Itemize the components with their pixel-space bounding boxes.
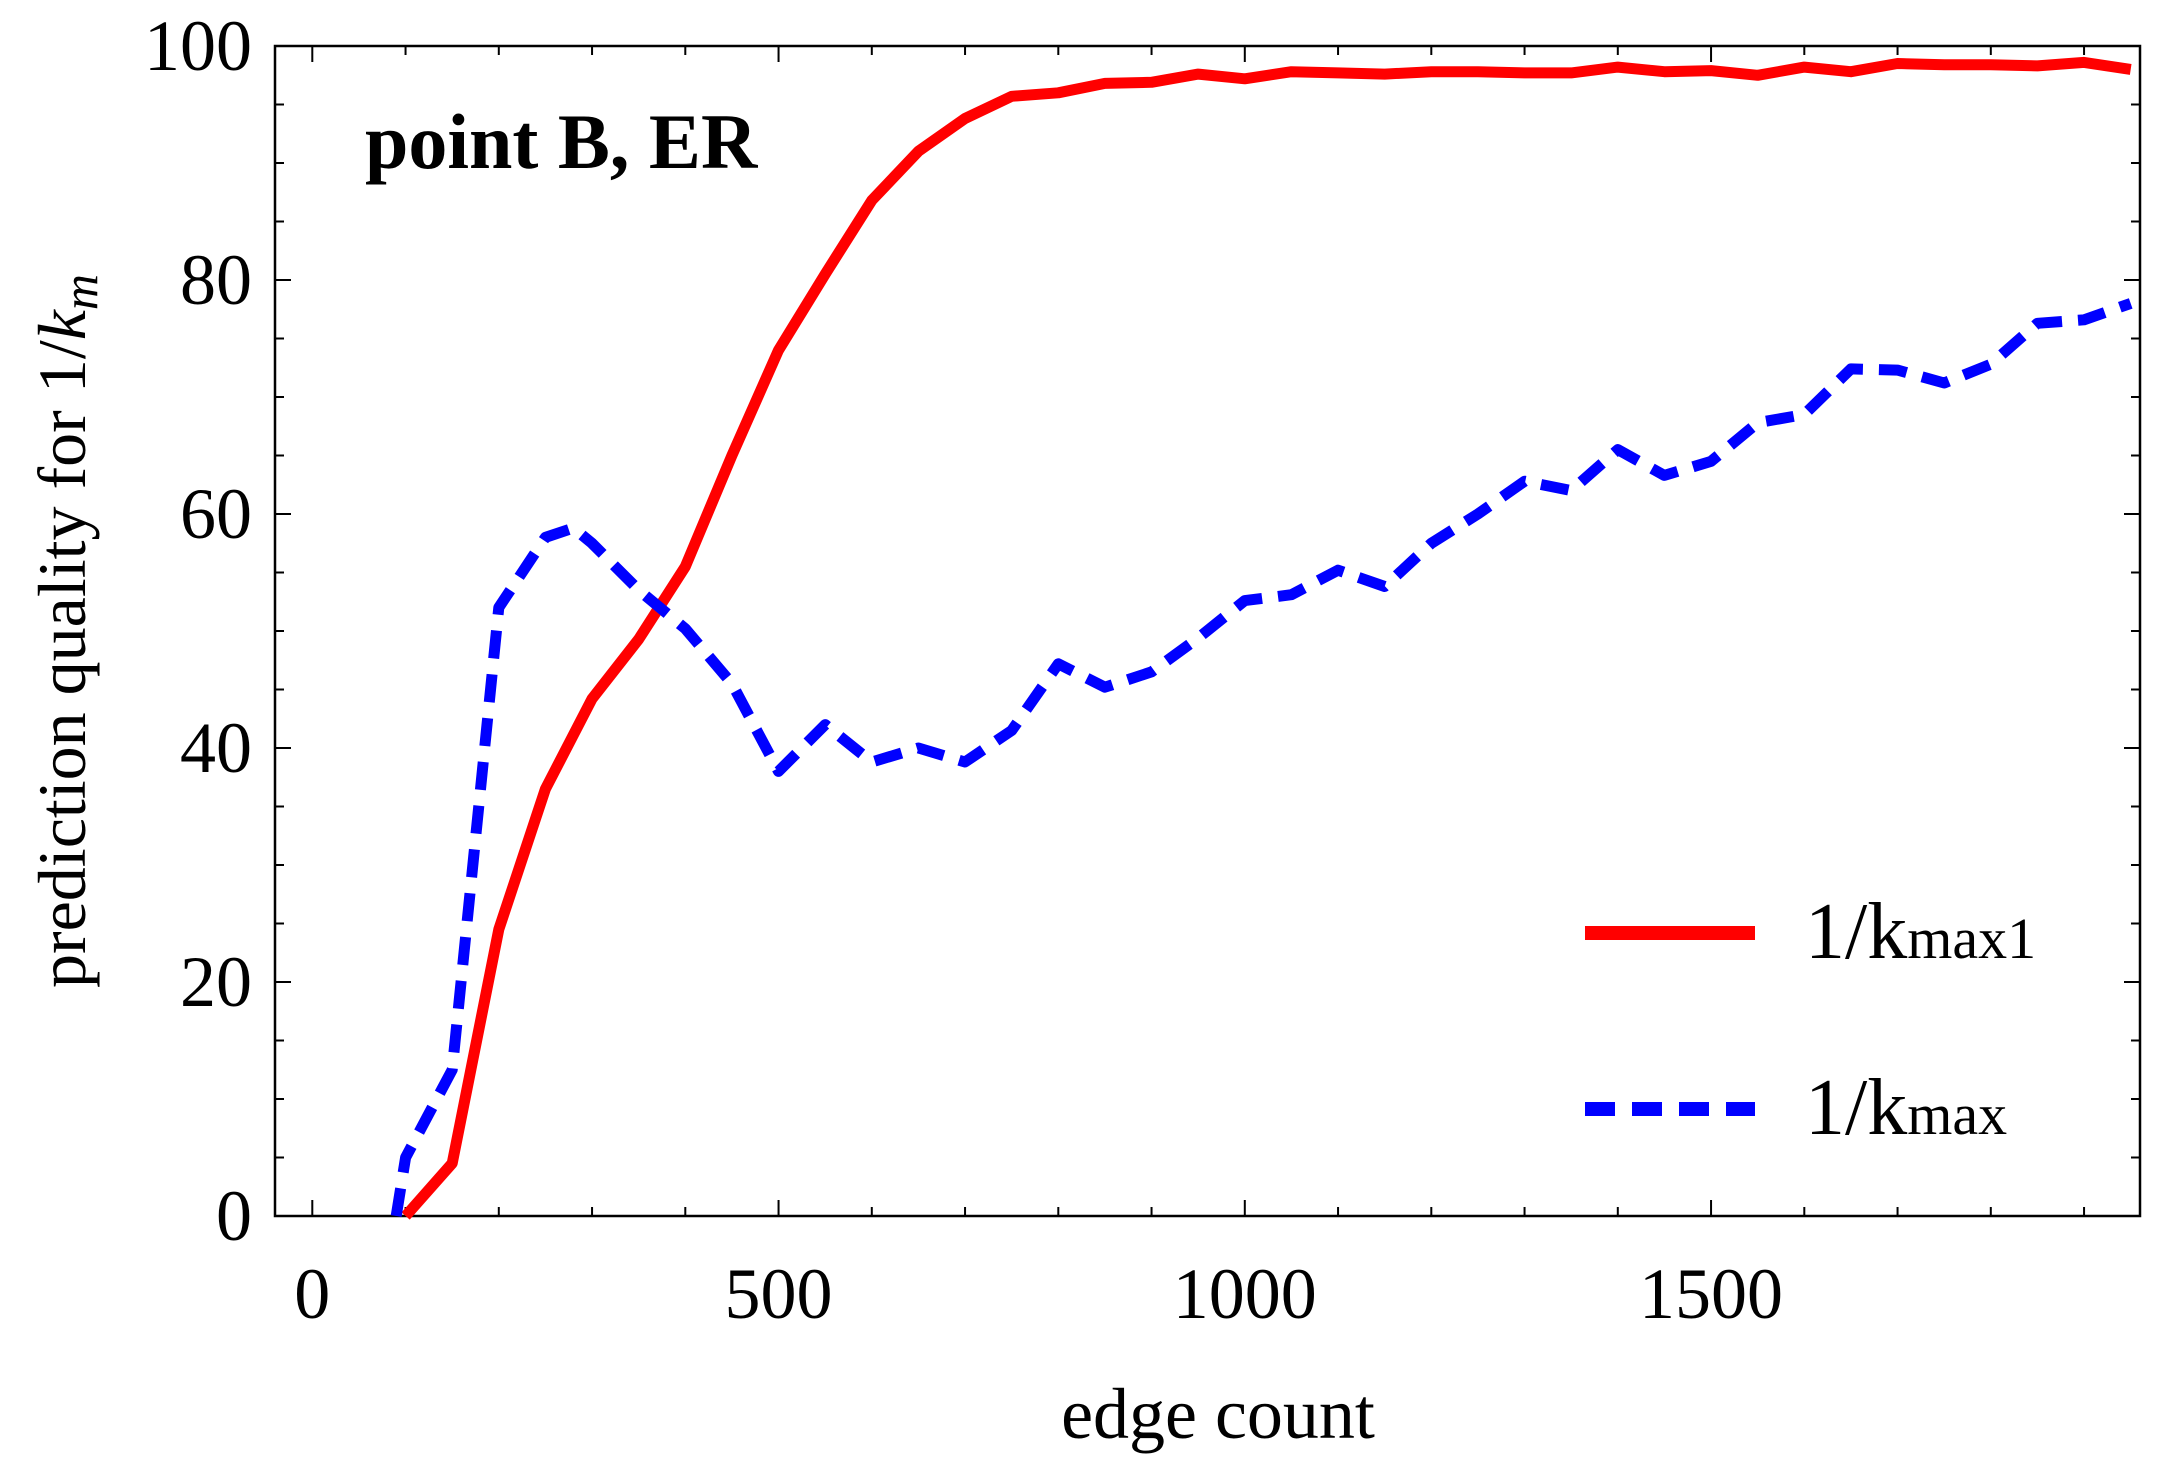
legend-label-1-main: 1/k: [1805, 888, 1907, 976]
y-axis-label-sub: m: [52, 274, 108, 310]
legend-label-2-sub: max: [1907, 1082, 2007, 1147]
y-tick-label: 0: [216, 1176, 252, 1256]
y-tick-label: 80: [180, 240, 252, 320]
chart-annotation: point B, ER: [365, 98, 759, 185]
x-tick-label: 1000: [1173, 1254, 1317, 1334]
legend-label-2-main: 1/k: [1805, 1064, 1907, 1152]
axis-ticks: [275, 45, 2140, 1217]
x-tick-label: 0: [294, 1254, 330, 1334]
legend: 1/kmax1 1/kmax: [1585, 888, 2036, 1152]
legend-label-2: 1/kmax: [1805, 1064, 2007, 1152]
y-tick-label: 60: [180, 474, 252, 554]
y-axis-label: prediction quality for 1/km: [24, 274, 108, 988]
series-line-solid: [401, 56, 2132, 1220]
y-tick-label: 20: [180, 942, 252, 1022]
x-tick-label: 500: [725, 1254, 833, 1334]
y-tick-label: 40: [180, 708, 252, 788]
x-tick-label: 1500: [1639, 1254, 1783, 1334]
legend-label-1-sub: max1: [1907, 906, 2036, 971]
y-axis-label-k: k: [24, 308, 100, 340]
legend-label-1: 1/kmax1: [1805, 888, 2036, 976]
tick-labels: 0 500 1000 1500 0 20 40 60 80 100: [144, 6, 1783, 1334]
series-layer: [390, 56, 2133, 1220]
y-axis-label-prefix: prediction quality for 1/: [24, 340, 100, 988]
x-axis-label: edge count: [1061, 1374, 1375, 1454]
series-line-dashed: [390, 298, 2133, 1217]
y-tick-label: 100: [144, 6, 252, 86]
